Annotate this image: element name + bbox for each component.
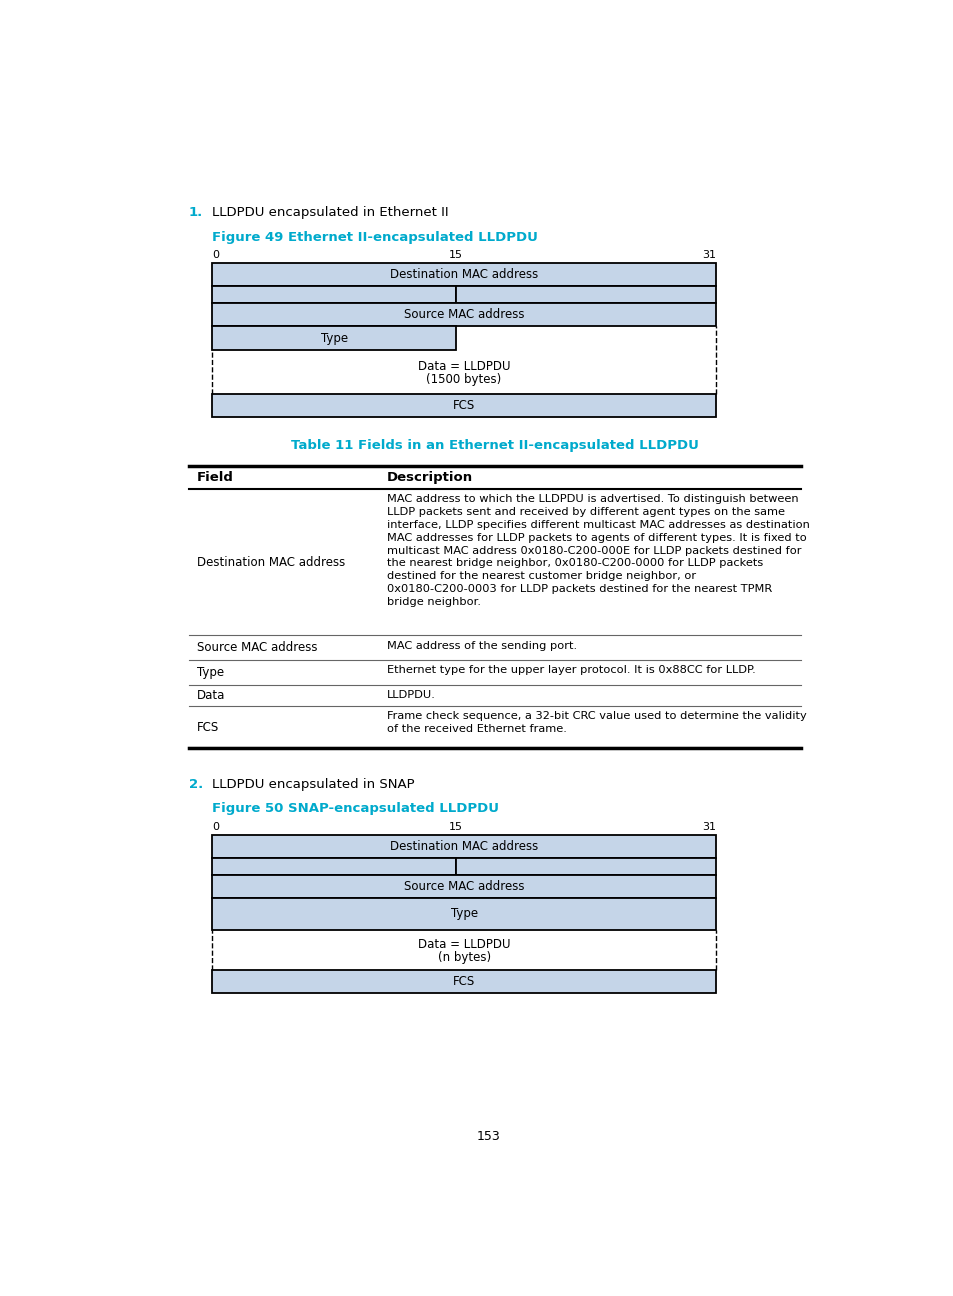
Text: LLDPDU.: LLDPDU. — [386, 689, 435, 700]
Text: 31: 31 — [701, 822, 716, 832]
Text: Table 11 Fields in an Ethernet II-encapsulated LLDPDU: Table 11 Fields in an Ethernet II-encaps… — [291, 439, 699, 452]
Text: 2.: 2. — [189, 778, 203, 791]
Text: Field: Field — [196, 470, 233, 483]
Bar — [212, 835, 716, 858]
Text: 15: 15 — [449, 822, 462, 832]
Text: Source MAC address: Source MAC address — [403, 880, 524, 893]
Text: Type: Type — [320, 332, 347, 345]
Text: FCS: FCS — [453, 975, 475, 989]
Text: 15: 15 — [449, 250, 462, 260]
Text: Figure 50 SNAP-encapsulated LLDPDU: Figure 50 SNAP-encapsulated LLDPDU — [212, 802, 498, 815]
Text: Type: Type — [196, 666, 224, 679]
Text: Source MAC address: Source MAC address — [403, 308, 524, 321]
Bar — [212, 286, 456, 303]
Bar — [212, 875, 716, 898]
Text: Destination MAC address: Destination MAC address — [390, 268, 537, 281]
Bar — [456, 858, 716, 875]
Text: Figure 49 Ethernet II-encapsulated LLDPDU: Figure 49 Ethernet II-encapsulated LLDPD… — [212, 231, 537, 244]
Text: Frame check sequence, a 32-bit CRC value used to determine the validity
of the r: Frame check sequence, a 32-bit CRC value… — [386, 712, 805, 735]
Text: Ethernet type for the upper layer protocol. It is 0x88CC for LLDP.: Ethernet type for the upper layer protoc… — [386, 665, 755, 675]
Bar — [456, 286, 716, 303]
Bar — [212, 263, 716, 286]
Bar — [212, 898, 716, 931]
Text: 1.: 1. — [189, 206, 203, 219]
Text: 0: 0 — [212, 250, 219, 260]
Text: Destination MAC address: Destination MAC address — [390, 840, 537, 853]
Text: Destination MAC address: Destination MAC address — [196, 556, 345, 569]
Text: 153: 153 — [476, 1130, 500, 1143]
Text: FCS: FCS — [453, 399, 475, 412]
Bar — [212, 394, 716, 417]
Text: LLDPDU encapsulated in Ethernet II: LLDPDU encapsulated in Ethernet II — [212, 206, 449, 219]
Text: LLDPDU encapsulated in SNAP: LLDPDU encapsulated in SNAP — [212, 778, 415, 791]
Bar — [212, 327, 456, 350]
Bar — [212, 303, 716, 327]
Text: Type: Type — [450, 907, 477, 920]
Text: MAC address of the sending port.: MAC address of the sending port. — [386, 640, 577, 651]
Text: Data = LLDPDU: Data = LLDPDU — [417, 938, 510, 951]
Text: FCS: FCS — [196, 721, 219, 734]
Text: (1500 bytes): (1500 bytes) — [426, 373, 501, 386]
Text: MAC address to which the LLDPDU is advertised. To distinguish between
LLDP packe: MAC address to which the LLDPDU is adver… — [386, 494, 809, 607]
Text: 31: 31 — [701, 250, 716, 260]
Text: 0: 0 — [212, 822, 219, 832]
Text: Data: Data — [196, 688, 225, 702]
Text: (n bytes): (n bytes) — [437, 951, 490, 964]
Bar — [212, 971, 716, 993]
Text: Source MAC address: Source MAC address — [196, 642, 317, 654]
Text: Description: Description — [386, 470, 473, 483]
Text: Data = LLDPDU: Data = LLDPDU — [417, 360, 510, 373]
Bar — [212, 858, 456, 875]
